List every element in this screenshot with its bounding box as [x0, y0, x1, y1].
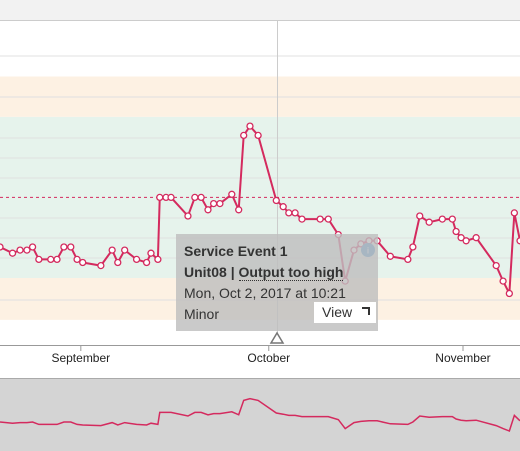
- point: [47, 255, 55, 264]
- point: [60, 243, 68, 251]
- x-tick-label: September: [51, 351, 110, 365]
- point: [0, 243, 4, 251]
- point: [438, 215, 446, 223]
- point: [324, 215, 332, 223]
- navigator: [0, 378, 520, 451]
- point: [209, 199, 218, 208]
- point: [184, 212, 192, 220]
- unit: Unit08: [184, 264, 227, 280]
- point: [510, 209, 519, 217]
- point: [132, 255, 141, 264]
- point: [167, 193, 175, 202]
- point: [73, 255, 81, 264]
- point: [154, 255, 162, 264]
- point: [8, 249, 17, 257]
- point: [409, 243, 417, 251]
- tooltip: Service Event 1 Unit08 | Output too high…: [176, 234, 378, 331]
- point: [272, 196, 280, 205]
- point: [316, 215, 324, 223]
- point: [114, 258, 122, 267]
- point: [216, 199, 224, 208]
- point: [67, 243, 75, 251]
- point: [279, 203, 287, 211]
- point: [228, 190, 236, 198]
- point: [142, 258, 151, 267]
- point: [121, 246, 129, 254]
- view-icon: [362, 307, 370, 315]
- point: [240, 131, 248, 140]
- point: [452, 227, 460, 236]
- point: [204, 206, 212, 214]
- view-label: View: [322, 304, 353, 320]
- point: [457, 234, 465, 242]
- point: [246, 122, 254, 130]
- point: [235, 206, 243, 214]
- point: [298, 215, 306, 223]
- point: [291, 209, 299, 217]
- severity: Minor: [184, 306, 220, 322]
- point: [404, 255, 412, 264]
- point: [448, 215, 456, 223]
- point: [147, 249, 155, 257]
- point: [53, 255, 61, 264]
- point: [197, 193, 205, 202]
- point: [425, 218, 433, 226]
- point: [499, 277, 507, 285]
- x-tick-label: October: [247, 351, 290, 365]
- point: [97, 261, 105, 270]
- point: [108, 246, 116, 254]
- point: [28, 243, 37, 251]
- navigator-line: [0, 397, 520, 432]
- x-tick-label: November: [435, 351, 490, 365]
- point: [156, 193, 164, 202]
- point: [462, 237, 470, 245]
- point: [285, 209, 293, 217]
- point: [386, 252, 394, 260]
- point: [23, 246, 31, 254]
- point: [416, 212, 424, 220]
- event-time: Mon, Oct 2, 2017 at 10:21: [184, 285, 346, 301]
- top-strip: [0, 0, 520, 20]
- point: [79, 258, 87, 267]
- point: [492, 261, 500, 270]
- point: [16, 246, 24, 254]
- point: [254, 131, 262, 140]
- event-marker[interactable]: [269, 331, 285, 344]
- separator: |: [230, 264, 235, 280]
- event-link[interactable]: Output too high: [238, 264, 344, 281]
- point: [35, 255, 43, 264]
- point: [191, 193, 199, 202]
- point: [505, 289, 513, 298]
- point: [516, 237, 520, 245]
- tooltip-title: Service Event 1: [184, 243, 288, 259]
- view-button[interactable]: View: [314, 302, 376, 323]
- point: [472, 234, 480, 242]
